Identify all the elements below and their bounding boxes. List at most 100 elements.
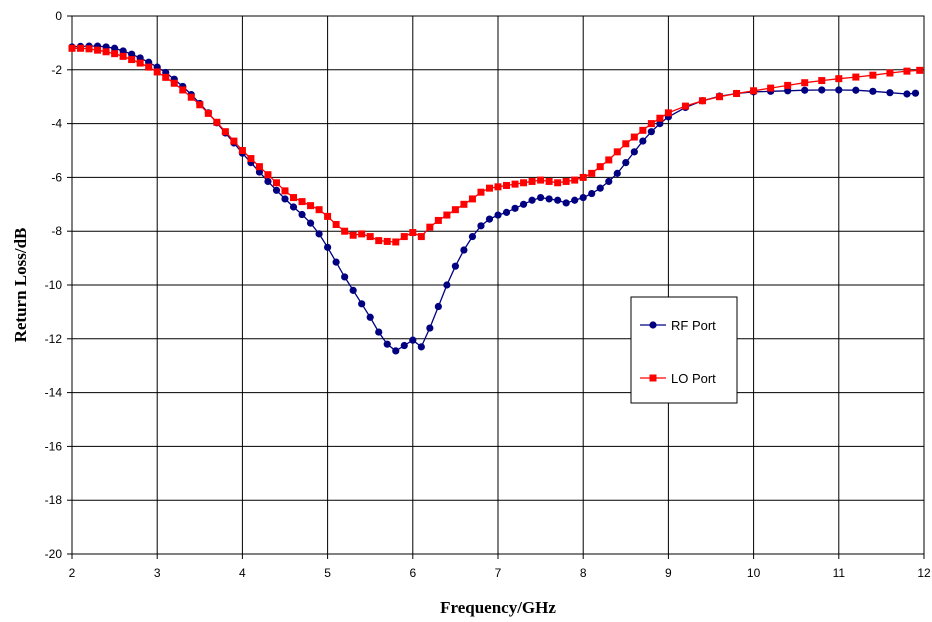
rf-port-point [255,168,264,176]
rf-port-point [298,210,306,219]
rf-port-point [400,341,408,350]
rf-port-point [383,340,391,348]
lo-port-point [537,176,545,184]
lo-port-point [733,89,741,97]
lo-port-point [886,69,894,77]
lo-port-point [588,169,596,177]
lo-port-point [417,233,425,241]
rf-port-point [434,302,442,311]
lo-port-point [94,46,102,54]
x-tick-label: 2 [69,566,76,580]
rf-port-point [119,47,127,55]
lo-port-point [426,223,434,231]
lo-port-point [221,128,229,136]
lo-port-point [579,173,587,181]
rf-port-point [545,195,553,203]
rf-port-point [869,87,877,95]
lo-port-point [818,77,826,85]
y-tick-label: 0 [55,9,62,23]
lo-port-point [460,200,468,208]
rf-port-point [554,196,562,204]
legend: RF Port LO Port [630,296,738,404]
rf-port-point [596,184,604,192]
lo-port-point [869,71,877,79]
legend-lo-label: LO Port [671,371,716,386]
rf-port-point [579,193,587,202]
lo-port-point [400,233,408,241]
lo-port-point [664,109,672,117]
rf-port-point [451,262,459,270]
lo-port-point [434,216,442,224]
rf-port-point [289,203,298,211]
rf-port-point [281,195,289,203]
lo-port-point [494,183,502,191]
rf-port-point [111,44,119,52]
lo-port-point [128,56,136,64]
rf-port-point [443,281,451,289]
lo-port-point [903,67,911,75]
y-tick-label: -6 [51,170,62,184]
lo-port-point [136,59,144,67]
lo-port-point [716,93,724,101]
lo-port-point [290,194,298,202]
y-tick-label: -12 [45,332,63,346]
rf-port-point [528,196,536,204]
rf-port-point [886,89,894,97]
rf-port-point [622,159,630,167]
rf-port-point [264,177,272,186]
rf-port-point [477,222,485,230]
rf-port-point [519,200,528,208]
rf-port-point [911,89,920,97]
lo-port-point [571,176,579,184]
x-tick-label: 9 [665,566,672,580]
rf-port-point [903,90,911,98]
lo-port-point [179,86,187,94]
rf-port-point [562,199,570,207]
rf-port-point [375,328,383,336]
x-tick-label: 8 [580,566,587,580]
lo-port-point [409,229,417,237]
lo-port-point [230,137,238,145]
x-tick-label: 3 [154,566,161,580]
x-tick-label: 4 [239,566,246,580]
lo-port-point [613,148,621,156]
rf-port-point [656,120,664,128]
x-tick-label: 10 [747,566,761,580]
lo-port-point [605,156,613,164]
lo-port-point [545,177,553,185]
y-tick-label: -16 [45,439,63,453]
rf-port-point [392,347,400,355]
lo-port-point [85,45,93,53]
series-layer [68,42,924,355]
series-rf-port [68,42,920,355]
lo-port-point [366,233,374,241]
legend-box [630,296,738,404]
lo-port-point [247,155,255,163]
rf-port-point [537,193,545,202]
rf-port-point [409,336,417,344]
lo-port-point [196,101,204,109]
y-tick-label: -4 [51,117,62,131]
rf-port-point [332,258,340,266]
rf-port-point [366,313,374,321]
lo-port-point [102,48,110,56]
lo-port-point [485,184,493,192]
legend-rf-label: RF Port [671,318,716,333]
rf-port-point [801,86,809,94]
y-axis-ticks: 0 -2 -4 -6 -8 -10 -12 -14 -16 -18 -20 [45,9,72,561]
lo-port-point [298,198,306,206]
x-tick-label: 12 [917,566,931,580]
rf-port-point [605,177,613,186]
lo-port-point [341,227,349,235]
lo-port-point [443,211,451,219]
lo-port-point [77,44,85,52]
lo-port-point [238,147,246,154]
lo-port-point [801,79,809,87]
x-tick-label: 11 [833,566,846,580]
lo-port-point [520,179,528,187]
legend-rf-marker [649,321,657,329]
lo-port-point [852,73,860,81]
lo-port-point [145,63,153,71]
lo-port-point [835,75,843,83]
